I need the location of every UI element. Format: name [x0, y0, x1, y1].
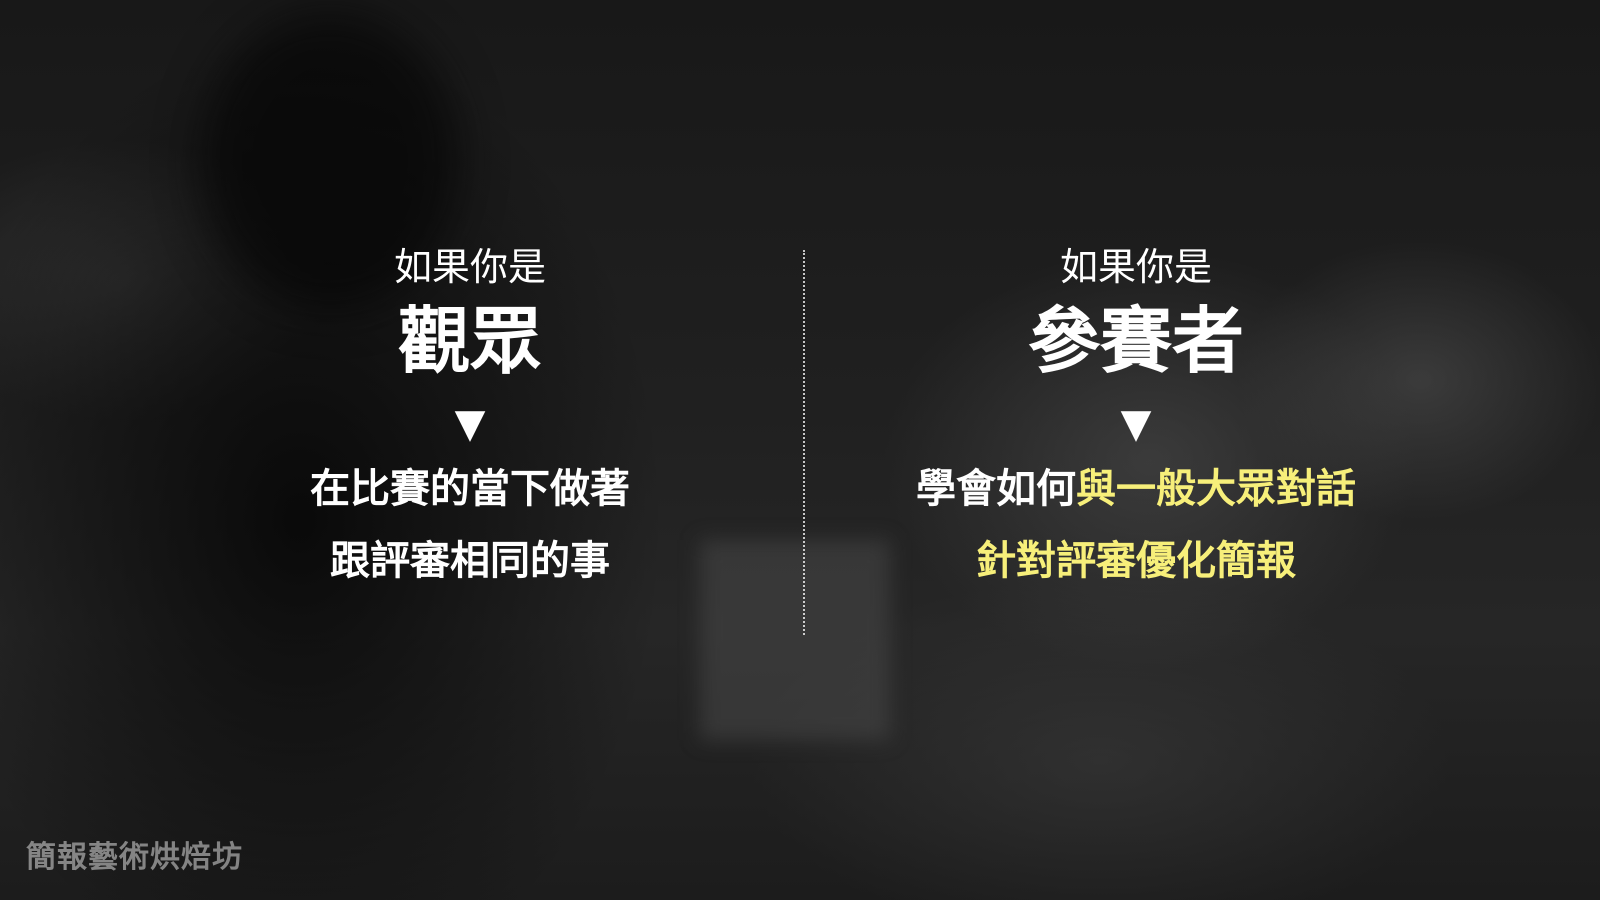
- audience-line-2: 跟評審相同的事: [330, 538, 610, 584]
- contestant-line-1: 學會如何與一般大眾對話: [816, 454, 1456, 524]
- contestant-headline: 參賽者: [1027, 299, 1244, 383]
- contestant-line-1-plain: 學會如何: [916, 466, 1076, 512]
- contestant-line-2: 針對評審優化簡報: [976, 538, 1296, 584]
- audience-headline: 觀眾: [397, 299, 542, 383]
- column-divider: [803, 250, 805, 635]
- background-silhouette: [200, 10, 460, 310]
- audience-intro: 如果你是: [393, 245, 546, 289]
- audience-line-1: 在比賽的當下做著: [310, 466, 630, 512]
- contestant-intro: 如果你是: [1059, 245, 1212, 289]
- background-laptop-screen: [700, 540, 890, 740]
- contestant-column: 如果你是 參賽者 ▼ 學會如何與一般大眾對話 針對評審優化簡報: [816, 240, 1456, 596]
- contestant-down-arrow-icon: ▼: [1120, 401, 1152, 447]
- audience-column: 如果你是 觀眾 ▼ 在比賽的當下做著 跟評審相同的事: [150, 240, 790, 596]
- audience-down-arrow-icon: ▼: [454, 401, 486, 447]
- watermark-logo-text: 簡報藝術烘焙坊: [26, 840, 243, 875]
- contestant-line-1-highlight: 與一般大眾對話: [1076, 466, 1356, 512]
